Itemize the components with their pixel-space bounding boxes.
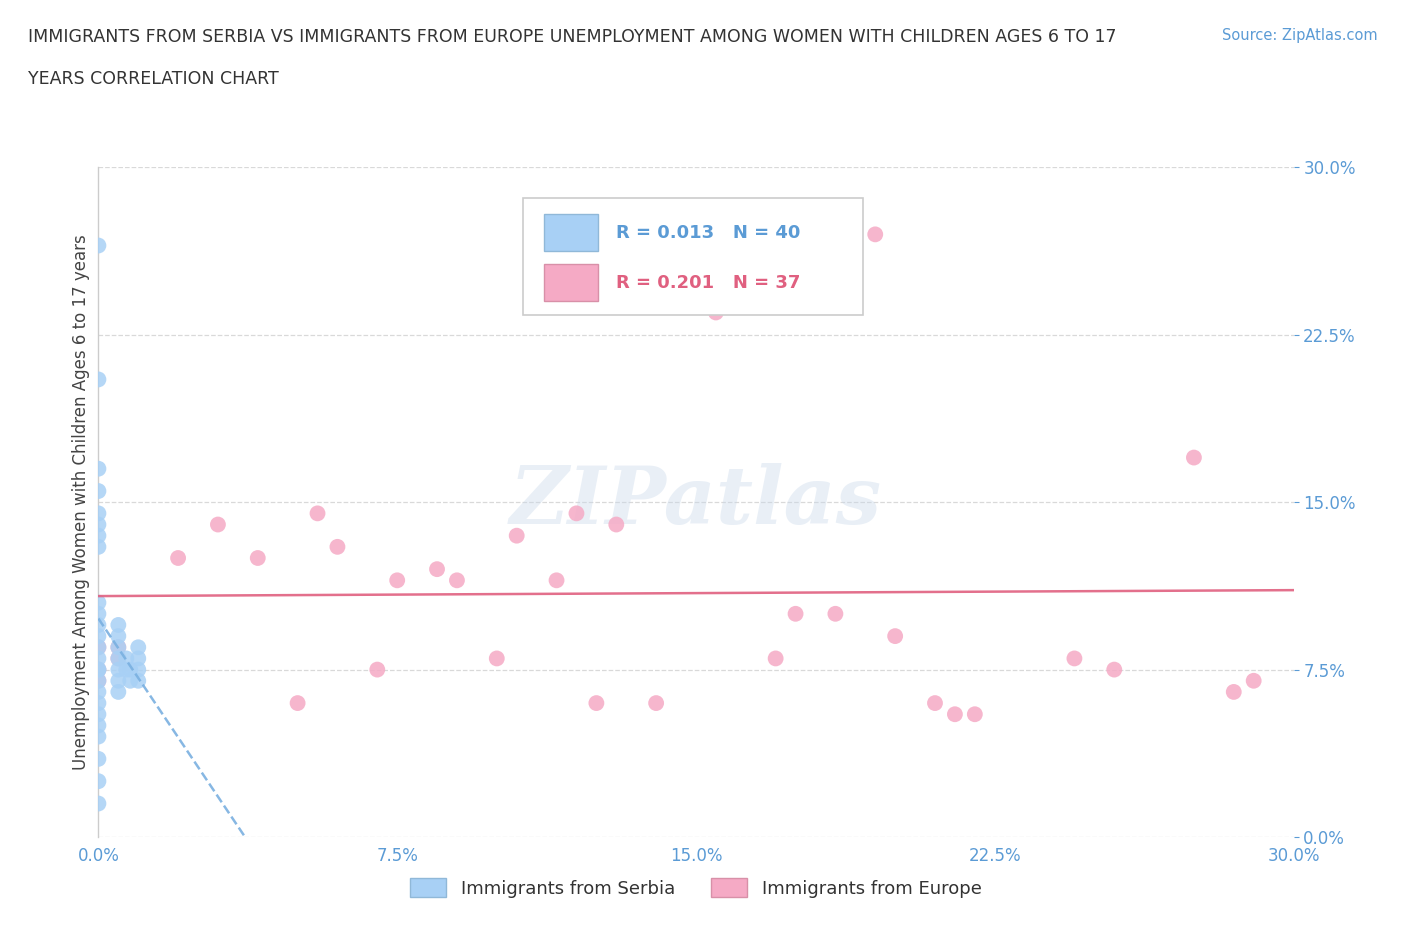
Bar [544, 214, 598, 251]
Point [87, 629, 110, 644]
Point [127, 662, 149, 677]
Point [485, 651, 508, 666]
Point [87, 673, 110, 688]
Point [824, 606, 846, 621]
Point [87, 774, 110, 789]
Point [1063, 651, 1085, 666]
Point [120, 673, 142, 688]
Point [924, 696, 946, 711]
Point [287, 696, 309, 711]
Point [107, 662, 129, 677]
Text: R = 0.013   N = 40: R = 0.013 N = 40 [616, 224, 800, 242]
Point [865, 227, 887, 242]
Point [87, 684, 110, 699]
Point [87, 651, 110, 666]
Point [87, 718, 110, 733]
Bar [523, 197, 863, 314]
Point [366, 662, 388, 677]
Point [107, 651, 129, 666]
Point [87, 729, 110, 744]
Text: R = 0.201   N = 37: R = 0.201 N = 37 [616, 274, 800, 292]
Point [87, 517, 110, 532]
Point [107, 651, 129, 666]
Point [87, 662, 110, 677]
Text: YEARS CORRELATION CHART: YEARS CORRELATION CHART [28, 70, 278, 87]
Point [87, 506, 110, 521]
Point [87, 372, 110, 387]
Point [765, 651, 787, 666]
Point [107, 673, 129, 688]
Point [1104, 662, 1126, 677]
Point [704, 305, 727, 320]
Point [426, 562, 449, 577]
Point [1243, 673, 1265, 688]
Legend: Immigrants from Serbia, Immigrants from Europe: Immigrants from Serbia, Immigrants from … [404, 871, 988, 905]
Point [605, 517, 627, 532]
Text: ZIPatlas: ZIPatlas [510, 463, 882, 541]
Point [107, 640, 129, 655]
Point [385, 573, 409, 588]
Point [884, 629, 907, 644]
Point [246, 551, 269, 565]
Point [87, 618, 110, 632]
Point [107, 684, 129, 699]
Point [724, 272, 747, 286]
Point [326, 539, 349, 554]
Point [87, 539, 110, 554]
Point [107, 629, 129, 644]
Point [87, 796, 110, 811]
Point [107, 640, 129, 655]
Point [120, 662, 142, 677]
Point [565, 506, 588, 521]
Text: Source: ZipAtlas.com: Source: ZipAtlas.com [1222, 28, 1378, 43]
Point [963, 707, 986, 722]
Point [87, 662, 110, 677]
Point [127, 640, 149, 655]
Point [87, 707, 110, 722]
Point [87, 528, 110, 543]
Point [87, 662, 110, 677]
Point [546, 573, 568, 588]
Point [87, 673, 110, 688]
Point [87, 640, 110, 655]
Point [585, 696, 607, 711]
Point [645, 696, 668, 711]
Point [943, 707, 966, 722]
Point [207, 517, 229, 532]
Point [127, 673, 149, 688]
Bar [544, 264, 598, 301]
Point [115, 662, 138, 677]
Point [87, 484, 110, 498]
Point [87, 238, 110, 253]
Y-axis label: Unemployment Among Women with Children Ages 6 to 17 years: Unemployment Among Women with Children A… [72, 234, 90, 770]
Point [87, 696, 110, 711]
Point [87, 640, 110, 655]
Point [167, 551, 190, 565]
Point [87, 606, 110, 621]
Point [115, 651, 138, 666]
Point [307, 506, 329, 521]
Point [87, 751, 110, 766]
Point [87, 595, 110, 610]
Point [107, 618, 129, 632]
Point [87, 461, 110, 476]
Point [1182, 450, 1205, 465]
Point [506, 528, 529, 543]
Point [127, 651, 149, 666]
Point [785, 606, 807, 621]
Point [446, 573, 468, 588]
Point [1223, 684, 1246, 699]
Text: IMMIGRANTS FROM SERBIA VS IMMIGRANTS FROM EUROPE UNEMPLOYMENT AMONG WOMEN WITH C: IMMIGRANTS FROM SERBIA VS IMMIGRANTS FRO… [28, 28, 1116, 46]
